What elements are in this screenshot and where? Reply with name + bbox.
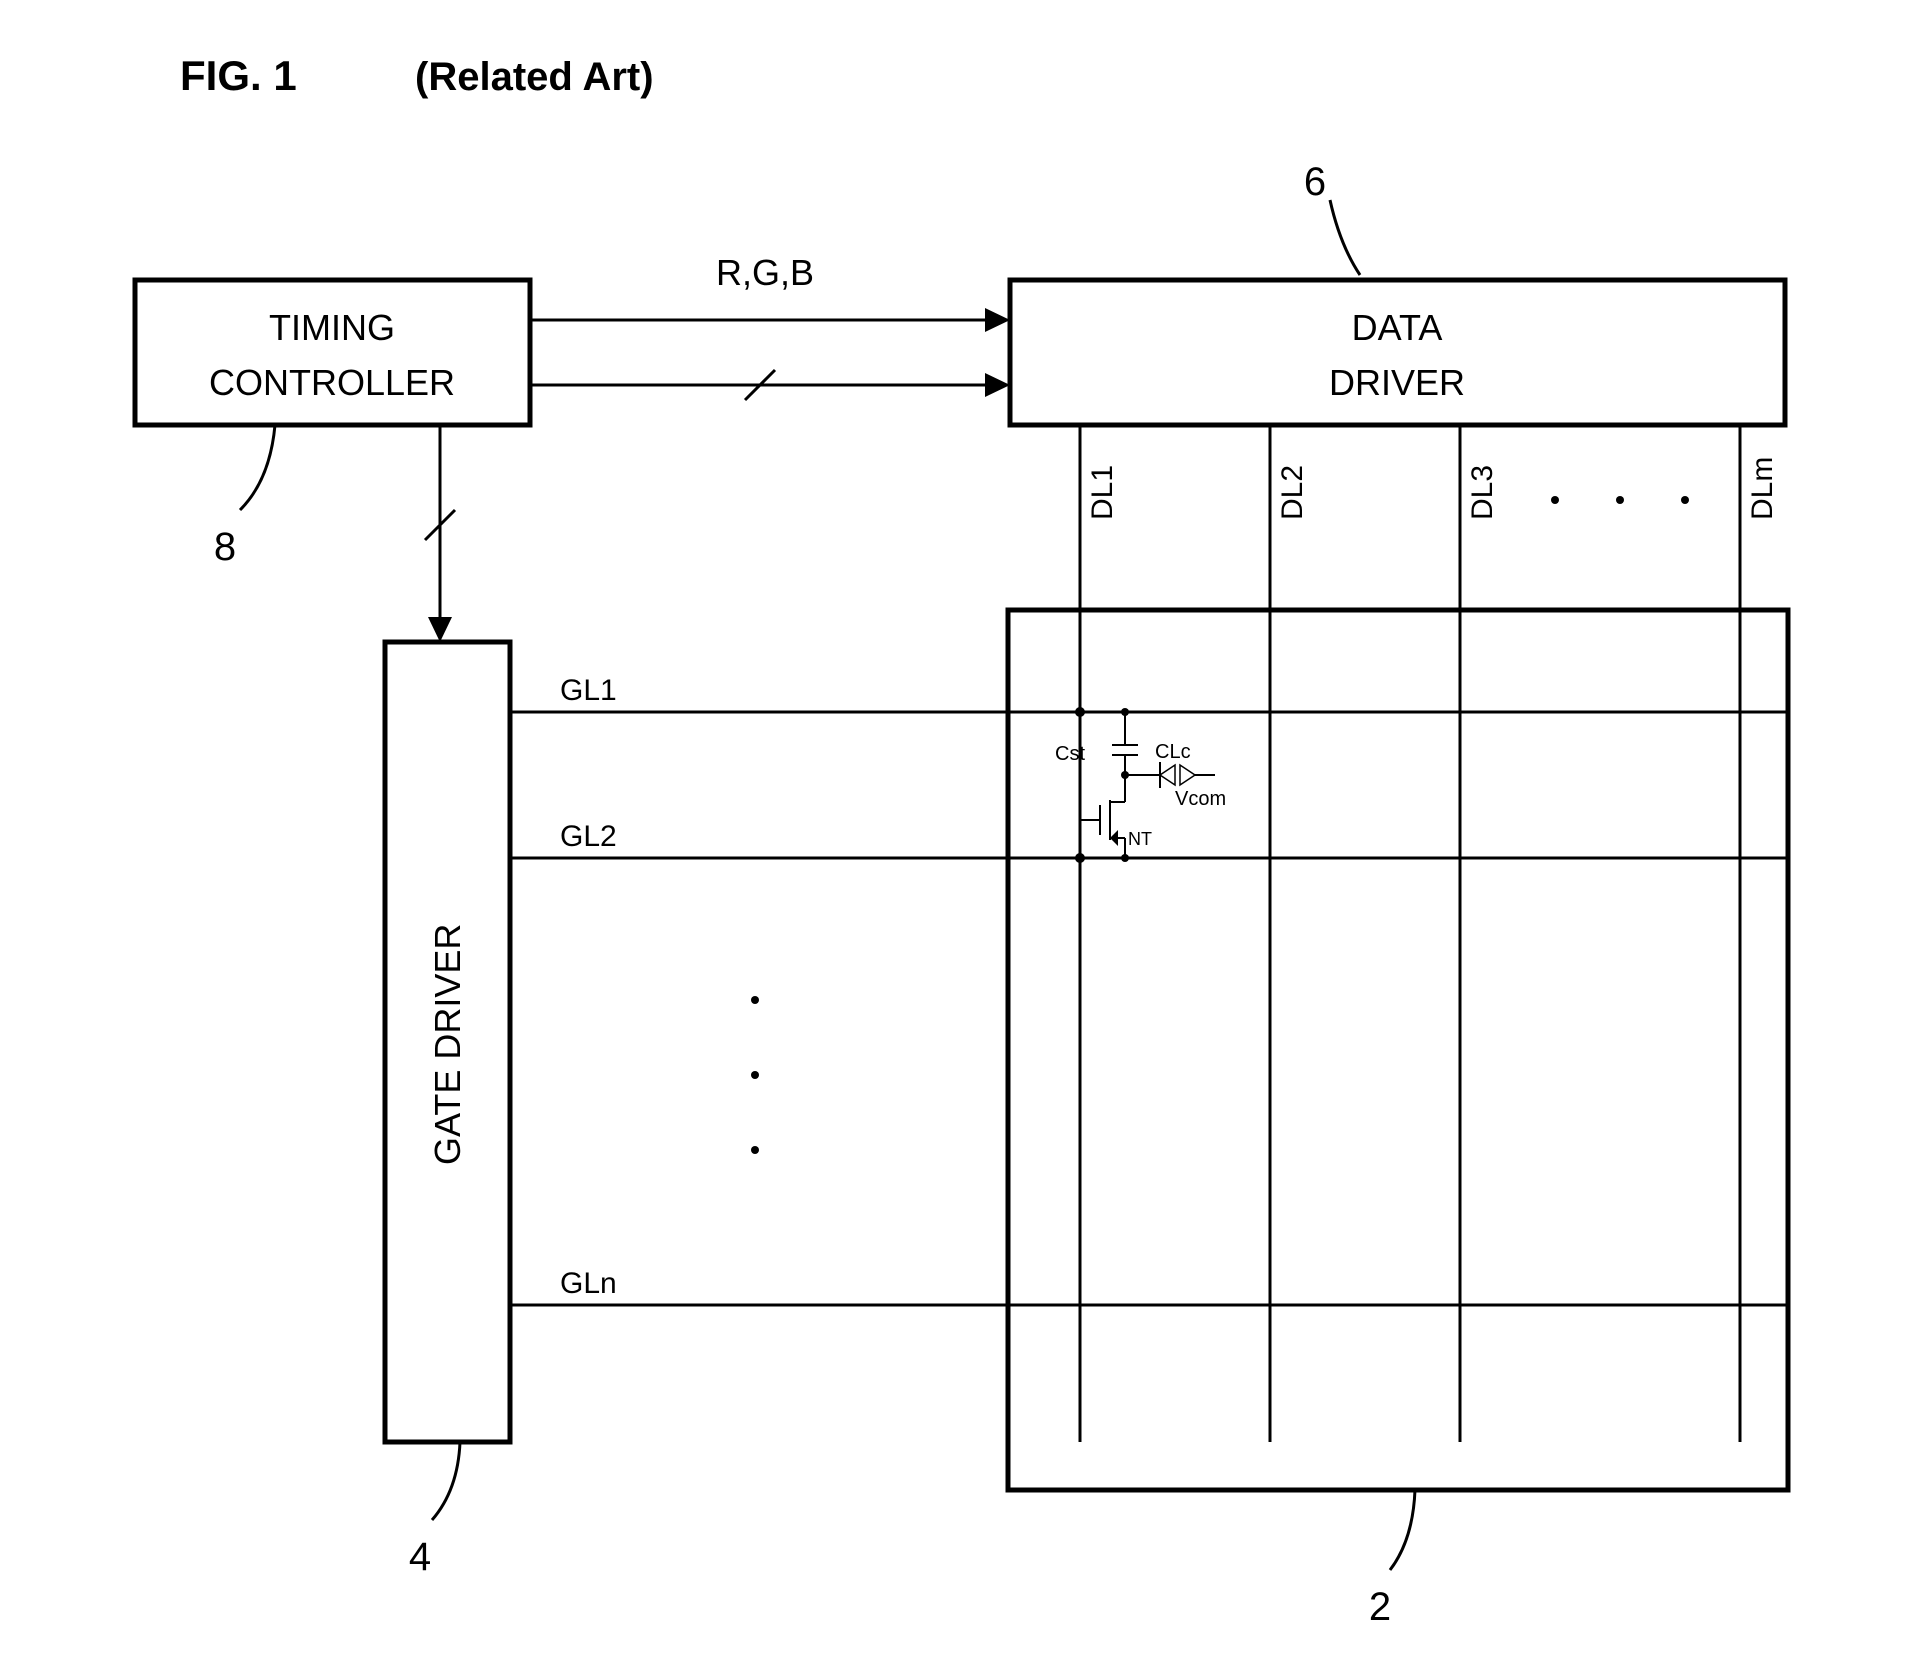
diagram-canvas: FIG. 1 (Related Art) TIMING CONTROLLER 8… <box>0 0 1911 1658</box>
pixel-clc-label: CLc <box>1155 741 1191 763</box>
gln-label: GLn <box>560 1267 617 1300</box>
timing-controller-label-2: CONTROLLER <box>209 362 455 403</box>
panel-ref: 2 <box>1369 1585 1391 1629</box>
data-driver-label-1: DATA <box>1352 307 1443 348</box>
gl2-label: GL2 <box>560 820 617 853</box>
data-driver-ref: 6 <box>1304 160 1326 204</box>
data-driver-label-2: DRIVER <box>1329 362 1465 403</box>
pixel-cst-label: Cst <box>1055 743 1085 765</box>
dl1-label: DL1 <box>1086 465 1119 520</box>
pixel-vcom-label: Vcom <box>1175 788 1226 810</box>
rgb-arrows: R,G,B <box>530 252 1010 400</box>
rgb-label: R,G,B <box>716 252 814 293</box>
gate-driver-label: GATE DRIVER <box>427 924 468 1165</box>
dl3-label: DL3 <box>1466 465 1499 520</box>
timing-to-gate-arrow <box>425 425 455 642</box>
timing-controller-ref: 8 <box>214 525 236 569</box>
pixel-nt-label: NT <box>1128 829 1152 849</box>
timing-controller-label-1: TIMING <box>269 307 395 348</box>
gate-driver-ref: 4 <box>409 1535 431 1579</box>
dlm-label: DLm <box>1746 457 1779 520</box>
data-driver-block: 6 DATA DRIVER <box>1010 160 1785 425</box>
timing-controller-block: TIMING CONTROLLER 8 <box>135 280 530 569</box>
dl2-label: DL2 <box>1276 465 1309 520</box>
gate-driver-block: GATE DRIVER 4 <box>385 642 510 1579</box>
figure-title-prefix: FIG. 1 <box>180 52 297 99</box>
figure-title-suffix: (Related Art) <box>415 55 654 99</box>
gl1-label: GL1 <box>560 674 617 707</box>
